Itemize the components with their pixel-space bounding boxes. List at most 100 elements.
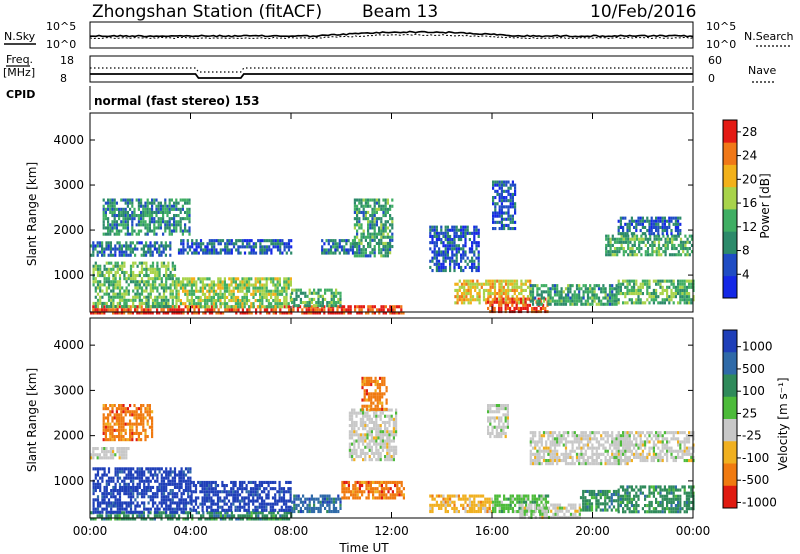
heat-cell <box>504 279 508 283</box>
heat-cell <box>641 292 644 296</box>
heat-cell <box>618 250 621 254</box>
heat-cell <box>282 499 286 503</box>
heat-cell <box>134 283 137 287</box>
heat-cell <box>243 499 246 503</box>
heat-cell <box>180 485 183 489</box>
heat-cell <box>679 232 682 236</box>
heat-cell <box>328 500 331 504</box>
heat-cell <box>246 245 249 249</box>
heat-cell <box>679 247 683 251</box>
heat-cell <box>358 210 361 214</box>
heat-cell <box>362 217 365 221</box>
heat-cell <box>431 241 434 245</box>
heat-cell <box>460 225 463 229</box>
heat-cell <box>159 204 162 208</box>
heat-cell <box>613 253 617 257</box>
heat-cell <box>276 277 279 281</box>
heat-cell <box>569 287 572 291</box>
heat-cell <box>201 496 204 500</box>
heat-cell <box>151 283 155 287</box>
heat-cell <box>145 507 148 511</box>
heat-cell <box>285 245 288 249</box>
heat-cell <box>165 305 168 309</box>
heat-cell <box>135 438 138 442</box>
heat-cell <box>101 305 104 309</box>
heat-cell <box>444 247 447 251</box>
heat-cell <box>630 298 633 302</box>
heat-cell <box>143 470 146 474</box>
heat-cell <box>673 243 676 247</box>
heat-cell <box>670 282 673 286</box>
heat-cell <box>96 467 100 471</box>
heat-cell <box>94 447 97 451</box>
heat-cell <box>109 241 112 245</box>
heat-cell <box>167 286 170 290</box>
heat-cell <box>511 295 514 299</box>
heat-cell <box>169 504 172 508</box>
heat-cell <box>112 280 115 284</box>
heat-cell <box>529 299 532 303</box>
heat-cell <box>148 217 151 221</box>
heat-cell <box>148 425 151 429</box>
heat-cell <box>476 282 479 286</box>
heat-cell <box>502 292 505 296</box>
heat-cell <box>182 479 185 483</box>
heat-cell <box>492 211 495 215</box>
heat-cell <box>493 300 496 304</box>
heat-cell <box>99 267 102 271</box>
heat-cell <box>165 264 168 268</box>
heat-cell <box>293 288 296 292</box>
heat-cell <box>500 183 503 187</box>
heat-cell <box>580 299 583 303</box>
heat-cell <box>371 235 374 239</box>
heat-cell <box>246 514 249 518</box>
heat-cell <box>382 229 385 233</box>
heat-cell <box>442 262 445 266</box>
heat-cell <box>94 267 97 271</box>
heat-cell <box>353 223 356 227</box>
heat-cell <box>683 288 686 292</box>
heat-cell <box>677 229 680 233</box>
heat-cell <box>460 292 464 296</box>
heat-cell <box>208 311 211 315</box>
heat-cell <box>167 495 170 499</box>
heat-cell <box>226 242 229 246</box>
heat-cell <box>364 411 367 415</box>
heat-cell <box>507 285 510 289</box>
heat-cell <box>193 308 196 312</box>
heat-cell <box>186 210 189 214</box>
heat-cell <box>238 487 242 491</box>
heat-cell <box>349 245 352 249</box>
heat-cell <box>239 514 242 518</box>
heat-cell <box>433 244 436 248</box>
heat-cell <box>254 280 257 284</box>
heat-cell <box>123 301 126 305</box>
heat-cell <box>289 499 292 503</box>
heat-cell <box>162 204 165 208</box>
heat-cell <box>338 239 341 243</box>
heat-cell <box>507 288 510 292</box>
heat-cell <box>145 489 148 493</box>
heat-cell <box>140 413 143 417</box>
heat-cell <box>619 292 622 296</box>
heat-cell <box>184 482 188 486</box>
heat-cell <box>102 422 105 426</box>
heat-cell <box>330 288 333 292</box>
heat-cell <box>149 289 152 293</box>
heat-cell <box>384 223 387 227</box>
heat-cell <box>178 489 181 493</box>
heat-cell <box>120 419 123 423</box>
heat-cell <box>329 239 333 243</box>
heat-cell <box>351 455 354 459</box>
heat-cell <box>607 234 610 238</box>
heat-cell <box>224 251 227 255</box>
heat-cell <box>652 225 655 229</box>
heat-cell <box>138 301 141 305</box>
heat-cell <box>215 248 218 252</box>
y-tick-label: 4000 <box>53 133 84 147</box>
heat-cell <box>467 279 470 283</box>
heat-cell <box>115 220 118 224</box>
heat-cell <box>175 305 178 309</box>
heat-cell <box>96 311 99 315</box>
heat-cell <box>683 301 686 305</box>
